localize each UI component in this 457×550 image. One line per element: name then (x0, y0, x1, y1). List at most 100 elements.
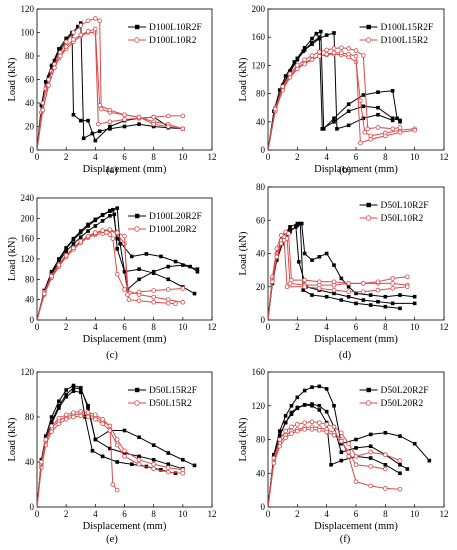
data-point (302, 61, 307, 67)
series-black (267, 384, 432, 508)
data-point (412, 127, 417, 133)
data-point (321, 127, 326, 131)
data-point (398, 306, 402, 311)
y-tick-label: 40 (25, 98, 35, 108)
data-point (137, 267, 141, 271)
x-tick-label: 10 (410, 322, 420, 332)
data-point (43, 434, 48, 438)
data-point (58, 47, 63, 51)
data-point (63, 39, 69, 45)
legend-marker (134, 37, 140, 43)
data-point (332, 291, 336, 296)
data-point (181, 457, 185, 462)
data-point (122, 454, 127, 459)
x-tick-label: 2 (64, 152, 69, 162)
y-tick-label: 160 (21, 234, 35, 244)
y-tick-label: 120 (21, 367, 35, 377)
data-point (309, 427, 315, 432)
data-point (346, 294, 351, 299)
data-point (114, 437, 120, 442)
data-point (368, 456, 373, 460)
y-tick-label: 60 (25, 75, 35, 85)
data-point (277, 443, 283, 449)
data-point (272, 452, 276, 457)
data-point (353, 48, 359, 53)
data-point (368, 483, 373, 489)
data-point (78, 32, 84, 38)
data-point (93, 138, 98, 143)
x-tick-label: 4 (324, 509, 329, 519)
data-point (310, 42, 314, 47)
data-point (78, 413, 84, 419)
data-point (122, 428, 127, 433)
data-point (49, 415, 54, 419)
data-point (295, 221, 300, 226)
data-point (165, 469, 171, 475)
data-point (78, 118, 83, 123)
data-point (329, 463, 333, 467)
data-point (346, 281, 351, 286)
data-point (57, 406, 61, 410)
data-point (298, 221, 303, 226)
data-point (100, 219, 105, 223)
data-point (137, 277, 141, 282)
data-point (57, 399, 61, 404)
panel-label: (f) (340, 534, 351, 545)
x-axis-label: Displacement (mm) (314, 334, 398, 345)
series-line (267, 222, 415, 321)
data-point (151, 299, 156, 305)
data-point (302, 388, 307, 393)
data-point (361, 289, 366, 295)
data-point (317, 255, 322, 259)
y-tick-label: 80 (25, 274, 35, 284)
data-point (317, 279, 322, 285)
data-point (114, 271, 120, 277)
data-point (339, 45, 344, 51)
data-point (46, 83, 51, 88)
data-point (165, 113, 171, 119)
x-tick-label: 6 (122, 322, 127, 332)
data-point (358, 140, 363, 146)
data-point (368, 444, 373, 449)
data-point (56, 415, 62, 421)
legend-marker (135, 387, 140, 393)
data-point (64, 392, 68, 397)
x-tick-label: 12 (440, 322, 449, 332)
data-point (270, 279, 275, 285)
data-point (93, 16, 98, 21)
series-line (267, 428, 386, 508)
data-point (39, 459, 44, 465)
x-tick-label: 6 (122, 509, 127, 519)
data-point (317, 427, 322, 433)
data-point (71, 237, 76, 242)
data-point (324, 51, 329, 57)
data-point (76, 24, 80, 29)
data-point (122, 117, 127, 122)
data-point (100, 421, 105, 427)
data-point (100, 213, 105, 218)
data-point (122, 233, 127, 239)
legend-label: D100L10R2 (149, 36, 197, 46)
y-tick-label: 20 (25, 122, 35, 132)
x-tick-label: 4 (93, 152, 98, 162)
x-tick-label: 0 (266, 322, 271, 332)
x-tick-label: 0 (266, 509, 271, 519)
data-point (361, 93, 366, 97)
data-point (346, 46, 351, 51)
y-axis-label: Load (kN) (7, 236, 18, 281)
y-tick-label: 120 (21, 254, 35, 264)
y-tick-label: 160 (252, 32, 266, 42)
data-point (78, 385, 83, 390)
data-point (324, 33, 329, 37)
data-point (122, 448, 127, 454)
y-tick-label: 80 (25, 51, 35, 61)
legend-label: D100L10R2F (149, 23, 202, 33)
data-point (71, 245, 76, 251)
data-point (362, 130, 368, 135)
data-point (86, 403, 90, 408)
x-tick-label: 12 (208, 509, 217, 519)
data-point (85, 29, 91, 34)
data-point (339, 438, 344, 444)
data-point (56, 421, 62, 427)
data-point (412, 294, 417, 299)
